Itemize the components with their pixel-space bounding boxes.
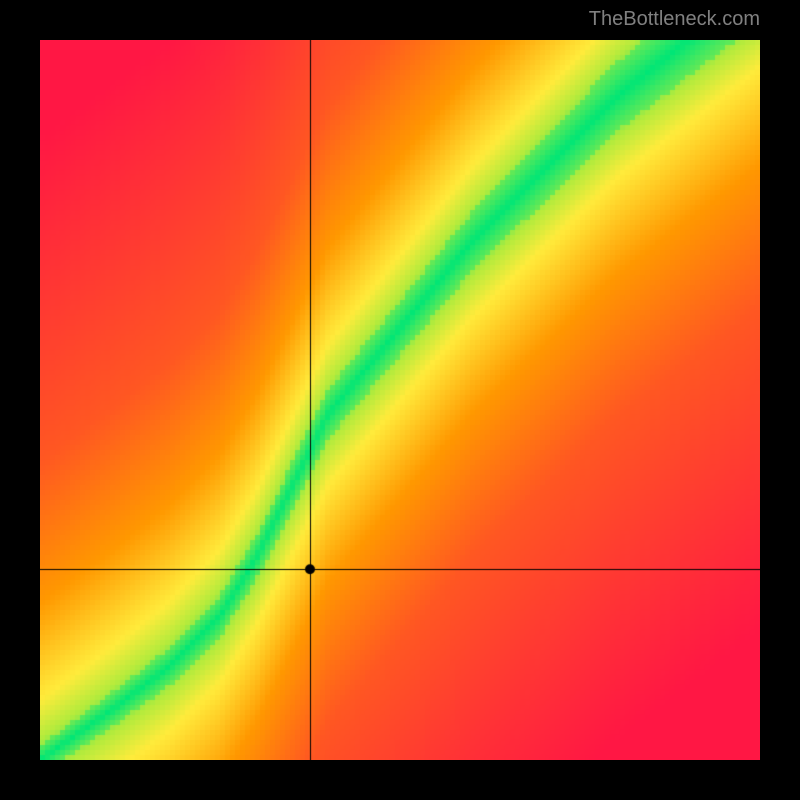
watermark-text: TheBottleneck.com	[589, 8, 760, 31]
chart-frame	[40, 40, 760, 760]
bottleneck-heatmap	[40, 40, 760, 760]
